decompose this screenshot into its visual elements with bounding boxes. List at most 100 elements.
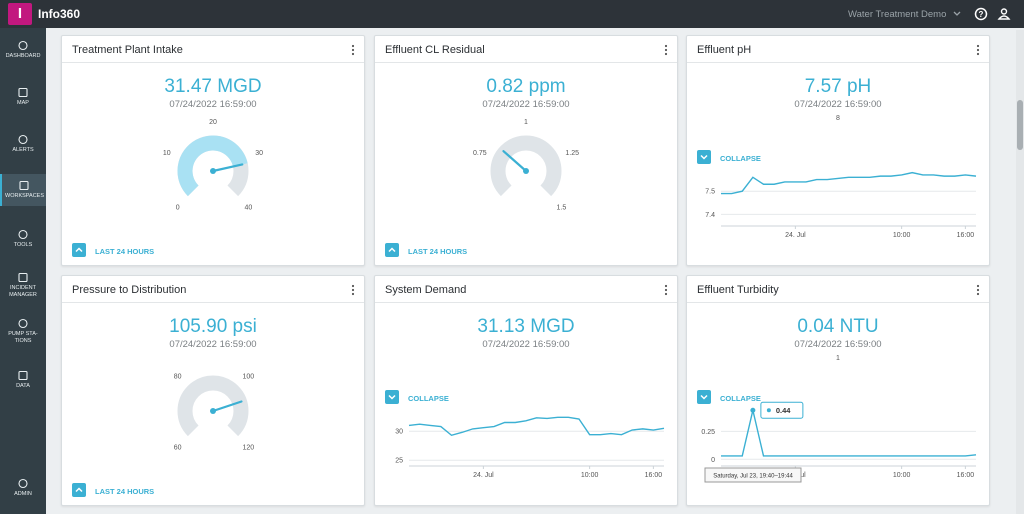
card-graphic: 0 10 20 30 40 (163, 119, 263, 211)
nav-label: WORKSPACES (5, 193, 45, 199)
card-title: Effluent Turbidity (697, 284, 779, 296)
divider (687, 62, 989, 63)
reading: 0.82 ppm (486, 76, 566, 97)
nav-label: INCIDENT MANAGER (9, 285, 37, 298)
nav-label: TOOLS (13, 242, 33, 248)
gauge-needle (211, 400, 243, 413)
nav-icon (18, 478, 28, 489)
icon-shape (18, 370, 28, 381)
gauge-track (177, 135, 249, 197)
gauge-hub (210, 408, 216, 414)
reading: 7.57 pH (804, 76, 872, 97)
footer-label: LAST 24 HOURS (408, 247, 468, 256)
menu-dot (351, 284, 355, 288)
nav-item[interactable]: PUMP STA- TIONS (0, 312, 46, 351)
x-tick-label: 16:00 (957, 472, 975, 479)
svg-text:?: ? (979, 10, 984, 19)
menu-dot (351, 292, 355, 296)
menu-dot (664, 292, 668, 296)
nav-item[interactable]: WORKSPACES (0, 174, 46, 206)
widget-card: Effluent pH 7.57 pH 07/24/2022 16:59:00 8 7.… (686, 35, 990, 266)
site-selector[interactable]: Water Treatment Demo (848, 9, 947, 20)
menu-dot (664, 44, 668, 48)
tooltip-dot (766, 408, 771, 413)
widget-card: Effluent Turbidity 0.04 NTU 07/24/2022 16:… (686, 275, 990, 506)
nav-icon (18, 229, 28, 240)
scale-label: 1 (836, 355, 840, 362)
gauge-track (177, 375, 249, 437)
tooltip-value: 0.44 (776, 406, 791, 415)
chevron (700, 394, 708, 400)
divider (62, 62, 364, 63)
nav-item[interactable]: TOOLS (0, 223, 46, 255)
widget-card: Treatment Plant Intake 31.47 MGD 07/24/202… (61, 35, 365, 266)
nav-item[interactable]: MAP (0, 81, 46, 113)
card-menu[interactable] (663, 284, 669, 296)
nav-item[interactable]: DASHBOARD (0, 34, 46, 66)
nav-item[interactable]: INCIDENT MANAGER (0, 266, 46, 305)
y-tick-label: 7.4 (705, 212, 715, 219)
toggle-button[interactable] (385, 243, 399, 257)
gauge-tick-label: 80 (174, 374, 182, 381)
icon-shape (18, 318, 28, 329)
x-tick-label: 24. Jul (785, 232, 806, 239)
card-title: Effluent CL Residual (385, 44, 485, 56)
gauge-tick-label: 20 (209, 119, 217, 126)
nav-label: DASHBOARD (5, 53, 41, 59)
nav-label: MAP (17, 100, 29, 106)
scrollbar[interactable] (1016, 30, 1024, 514)
top-bar: I Info360 Water Treatment Demo ? (0, 0, 1024, 28)
x-tick-label: 10:00 (893, 232, 911, 239)
card-menu[interactable] (975, 284, 981, 296)
menu-dot (976, 52, 980, 56)
divider (62, 302, 364, 303)
gauge-needle (211, 163, 244, 173)
chevron-path (75, 487, 83, 493)
timestamp: 07/24/2022 16:59:00 (169, 99, 257, 110)
gauge-tick-label: 0 (176, 204, 180, 211)
sidebar: DASHBOARD MAP ALERTS WORKSPACES TOOLS INCIDEN… (0, 28, 46, 514)
nav-item[interactable]: ADMIN (0, 472, 46, 504)
reading: 31.47 MGD (164, 76, 262, 97)
nav-label: ADMIN (14, 491, 32, 497)
toggle-button[interactable] (697, 150, 711, 164)
menu-dot (664, 52, 668, 56)
toggle-button[interactable] (72, 243, 86, 257)
toggle-button[interactable] (697, 390, 711, 404)
reading: 0.04 NTU (797, 316, 879, 337)
chevron (75, 247, 83, 253)
x-tick-label: 16:00 (645, 472, 663, 479)
reading: 105.90 psi (169, 316, 257, 337)
user-icon[interactable] (997, 7, 1011, 21)
line-series (721, 410, 977, 457)
card-menu[interactable] (350, 284, 356, 296)
card-menu[interactable] (350, 44, 356, 56)
footer-label: LAST 24 HOURS (95, 487, 155, 496)
y-tick-label: 0.25 (701, 429, 715, 436)
nav-icon (18, 134, 28, 145)
scroll-thumb[interactable] (1017, 100, 1023, 150)
app-name: Info360 (38, 7, 81, 21)
icon-shape (18, 272, 28, 283)
gauge-tick-label: 0.75 (473, 150, 487, 157)
time-tooltip-text: Saturday, Jul 23, 19:40–19:44 (713, 474, 793, 480)
timestamp: 07/24/2022 16:59:00 (794, 339, 882, 350)
toggle-button[interactable] (72, 483, 86, 497)
icon-shape (19, 180, 29, 191)
nav-icon (18, 370, 28, 381)
help-icon[interactable]: ? (974, 7, 988, 21)
nav-item[interactable]: ALERTS (0, 128, 46, 160)
divider (375, 62, 677, 63)
nav-icon (18, 272, 28, 283)
dropdown-icon[interactable] (952, 9, 962, 19)
nav-item[interactable]: DATA (0, 364, 46, 396)
nav-icon (19, 180, 29, 191)
card-menu[interactable] (975, 44, 981, 56)
toggle-button[interactable] (385, 390, 399, 404)
card-menu[interactable] (663, 44, 669, 56)
line-series (408, 416, 665, 437)
gauge-tick-label: 1.25 (565, 150, 579, 157)
y-tick-label: 0 (711, 457, 715, 464)
widget-card: System Demand 31.13 MGD 07/24/2022 16:59:0… (374, 275, 678, 506)
chevron-path (388, 247, 396, 253)
